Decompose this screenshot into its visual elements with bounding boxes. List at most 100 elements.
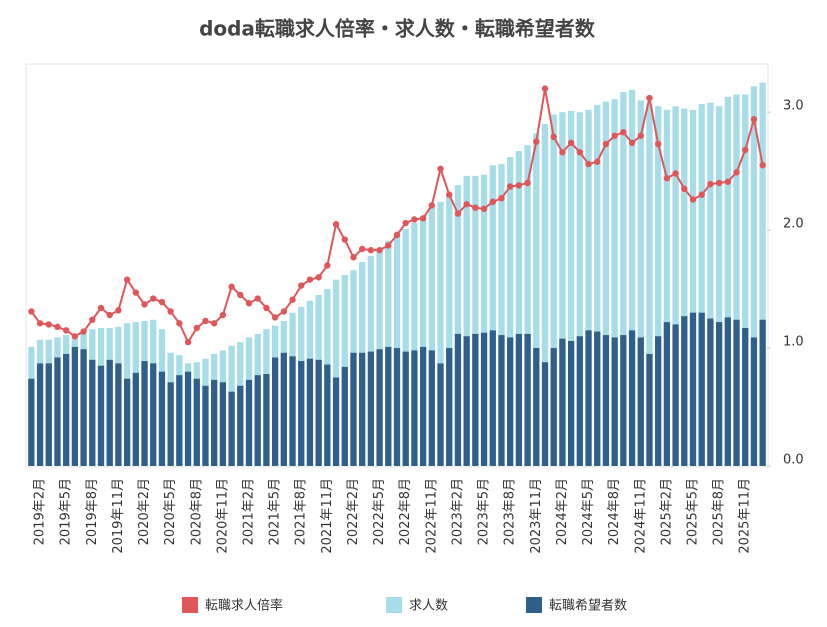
bar — [646, 103, 653, 466]
bar — [376, 349, 383, 466]
bar — [733, 94, 740, 466]
bar — [411, 223, 418, 466]
bar — [620, 335, 627, 466]
bar — [324, 364, 331, 466]
bar — [681, 316, 688, 466]
bar — [515, 151, 523, 467]
line-point — [463, 200, 470, 208]
line-point — [280, 308, 288, 315]
line-point — [54, 323, 61, 331]
bar — [141, 361, 148, 466]
line-point — [576, 149, 584, 156]
bar — [480, 174, 488, 466]
bar — [123, 378, 131, 466]
x-tick-label: 2023年5月 — [477, 478, 492, 545]
line-point — [620, 129, 627, 136]
bar — [602, 335, 610, 466]
line-point — [385, 242, 392, 249]
bar — [472, 333, 479, 466]
x-tick-label: 2024年8月 — [607, 478, 622, 545]
line-point — [358, 245, 366, 253]
legend-marker — [386, 597, 402, 613]
line-point — [654, 140, 662, 148]
line-point — [646, 94, 653, 102]
line-point — [289, 296, 296, 303]
bar — [54, 357, 61, 466]
line-point — [367, 246, 375, 254]
x-tick-label: 2022年8月 — [398, 478, 413, 545]
line-point — [489, 198, 496, 206]
bar — [80, 349, 87, 466]
line-point — [341, 236, 348, 243]
x-tick-label: 2020年8月 — [189, 478, 204, 545]
line-point — [89, 316, 96, 323]
line-point — [228, 283, 235, 290]
bar — [184, 371, 192, 466]
line-point — [550, 133, 557, 141]
line-point — [602, 140, 610, 148]
x-tick-label: 2022年2月 — [346, 478, 361, 545]
bar — [489, 165, 496, 466]
line-point — [132, 289, 140, 296]
line-point — [533, 138, 540, 145]
line-point — [176, 320, 183, 327]
plot-frame — [25, 63, 769, 468]
line-point — [237, 291, 244, 299]
y2-tick-label: 1.0 — [783, 335, 804, 350]
bar — [524, 333, 531, 466]
x-tick-label: 2023年8月 — [503, 478, 518, 545]
bar — [672, 324, 679, 466]
bar — [620, 92, 627, 467]
bar — [211, 379, 218, 466]
bar — [628, 89, 636, 467]
legend-marker — [182, 597, 198, 613]
bar — [237, 385, 244, 466]
x-tick-label: 2019年11月 — [111, 478, 126, 554]
bar — [672, 106, 679, 466]
line-point — [106, 311, 113, 319]
line-point — [271, 314, 279, 321]
bar — [219, 382, 227, 466]
y2-tick-label: 0.0 — [783, 453, 804, 468]
bar — [411, 350, 418, 466]
line-point — [419, 215, 427, 222]
bar — [628, 330, 636, 466]
line-point — [698, 191, 705, 198]
x-tick-label: 2020年11月 — [215, 478, 230, 554]
line-point — [637, 132, 644, 139]
bar — [611, 99, 618, 466]
bar — [576, 112, 583, 467]
x-tick-label: 2024年5月 — [581, 478, 596, 545]
bar — [472, 175, 479, 467]
bar — [655, 106, 662, 466]
bar — [681, 108, 688, 466]
bar — [428, 350, 435, 466]
bar — [454, 185, 462, 467]
bar — [393, 348, 401, 466]
line-point — [594, 158, 601, 165]
line-point — [733, 169, 740, 176]
bar — [106, 359, 113, 466]
x-tick-label: 2020年2月 — [137, 478, 152, 545]
line-point — [498, 195, 505, 202]
x-tick-label: 2020年5月 — [163, 478, 178, 545]
bar — [176, 375, 183, 466]
line-point — [559, 149, 566, 156]
line-point — [28, 308, 35, 315]
x-tick-label: 2025年11月 — [738, 478, 753, 554]
line-point — [506, 183, 514, 190]
bar — [759, 82, 766, 467]
line-point — [193, 324, 200, 332]
bar — [533, 133, 540, 466]
bar — [742, 94, 749, 466]
line-point — [219, 311, 227, 319]
line-point — [472, 204, 479, 211]
line-point — [80, 328, 87, 335]
line-point — [350, 254, 357, 261]
bar — [428, 207, 435, 467]
x-tick-label: 2024年2月 — [555, 478, 570, 545]
bar — [359, 352, 366, 466]
bar — [271, 357, 279, 466]
bar — [524, 145, 531, 466]
bar — [115, 363, 122, 466]
